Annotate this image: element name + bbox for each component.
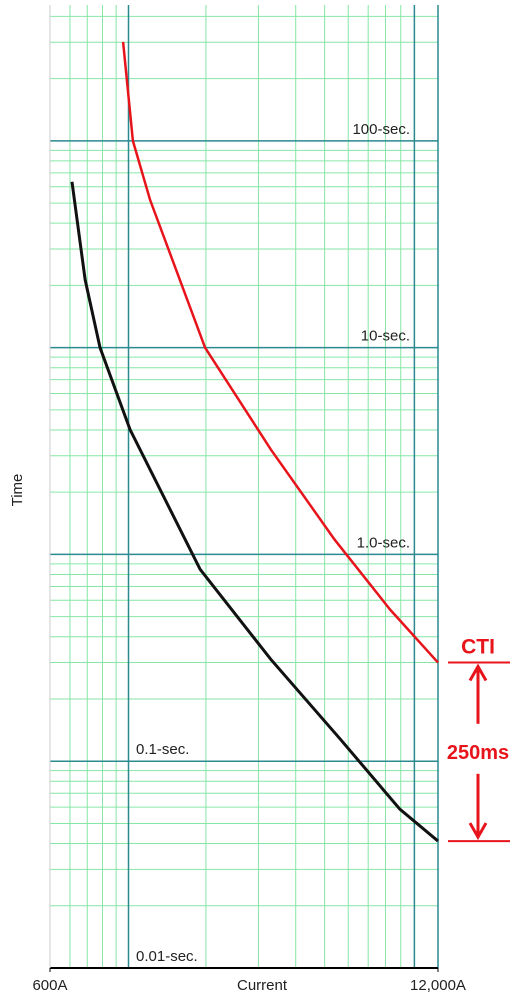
x-tick-label: 12,000A <box>410 977 466 994</box>
interval-label: 250ms <box>447 742 509 764</box>
cti-label: CTI <box>461 636 495 659</box>
x-tick-label: 600A <box>32 977 67 994</box>
x-axis-label: Current <box>237 977 288 994</box>
y-axis-label: Time <box>9 474 26 507</box>
curve <box>121 41 439 664</box>
y-tick-label: 0.1-sec. <box>136 741 189 758</box>
arrow-down-head <box>468 822 488 841</box>
y-tick-label: 1.0-sec. <box>357 534 410 551</box>
y-tick-label: 100-sec. <box>352 121 410 138</box>
curve <box>70 181 439 843</box>
y-tick-label: 10-sec. <box>361 328 410 345</box>
y-tick-label: 0.01-sec. <box>136 948 198 965</box>
arrow-up-head <box>468 663 488 682</box>
